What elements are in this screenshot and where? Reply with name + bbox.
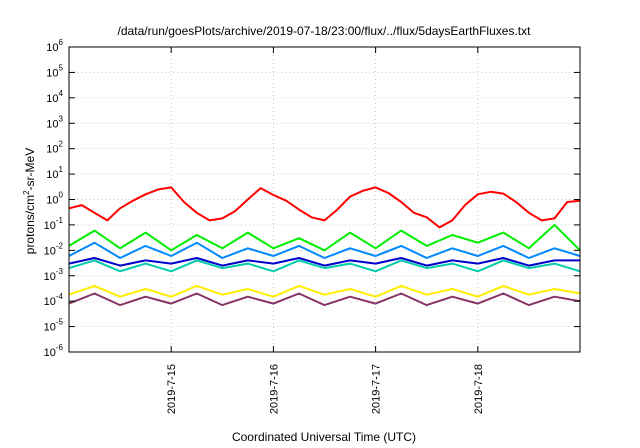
series-line-3 — [68, 259, 581, 273]
y-axis-label-rest: -sr-MeV — [23, 148, 37, 191]
y-tick-label: 102 — [46, 140, 63, 156]
y-tick-label: 105 — [46, 63, 63, 79]
y-tick-label: 10-1 — [44, 216, 64, 232]
y-tick-exponent: -2 — [56, 241, 64, 250]
chart-title: /data/run/goesPlots/archive/2019-07-18/2… — [118, 24, 532, 38]
y-tick-label: 106 — [46, 38, 63, 54]
y-axis-label-main: protons/cm — [23, 195, 37, 254]
y-tick-exponent: 1 — [59, 165, 64, 174]
y-tick-label: 10-6 — [44, 343, 64, 359]
x-tick-group: 2019-7-15 2019-7-16 2019-7-17 2019-7-18 — [166, 47, 485, 414]
series-line-7 — [68, 292, 581, 307]
y-tick-base: 10 — [44, 245, 56, 257]
series-group — [68, 186, 581, 307]
y-tick-base: 10 — [44, 347, 56, 359]
y-tick-label: 101 — [46, 165, 63, 181]
y-tick-exponent: 2 — [59, 140, 64, 149]
y-tick-exponent: 3 — [59, 114, 64, 123]
y-tick-base: 10 — [44, 220, 56, 232]
y-tick-base: 10 — [44, 322, 56, 334]
y-tick-label: 10-3 — [44, 267, 64, 283]
y-tick-base: 10 — [46, 169, 58, 181]
y-tick-label: 103 — [46, 114, 63, 130]
y-tick-base: 10 — [46, 118, 58, 130]
y-tick-label: 100 — [46, 191, 63, 207]
series-line-5 — [68, 257, 580, 267]
y-tick-base: 10 — [44, 296, 56, 308]
y-tick-base: 10 — [46, 93, 58, 105]
y-tick-exponent: -1 — [56, 216, 64, 225]
series-line-4 — [68, 241, 581, 259]
y-tick-exponent: 5 — [59, 63, 64, 72]
y-axis-label: protons/cm2-sr-MeV — [22, 148, 37, 254]
y-tick-group: 10-610-510-410-310-210-11001011021031041… — [44, 38, 580, 359]
y-tick-exponent: -3 — [56, 267, 64, 276]
y-tick-label: 104 — [46, 89, 63, 105]
y-tick-label: 10-5 — [44, 318, 64, 334]
y-tick-exponent: -4 — [56, 292, 64, 301]
y-tick-base: 10 — [46, 195, 58, 207]
y-tick-label: 10-4 — [44, 292, 64, 308]
y-tick-base: 10 — [46, 67, 58, 79]
series-line-6 — [68, 284, 581, 298]
y-tick-exponent: 4 — [59, 89, 64, 98]
y-tick-exponent: 6 — [59, 38, 64, 47]
x-tick-label: 2019-7-16 — [268, 364, 280, 414]
x-tick-label: 2019-7-17 — [371, 364, 383, 414]
series-line-1 — [68, 186, 581, 229]
y-tick-base: 10 — [46, 144, 58, 156]
y-tick-base: 10 — [46, 42, 58, 54]
x-tick-label: 2019-7-15 — [166, 364, 178, 414]
y-axis-label-sup: 2 — [22, 190, 31, 195]
grid — [69, 47, 580, 352]
y-tick-label: 10-2 — [44, 241, 64, 257]
y-tick-base: 10 — [44, 271, 56, 283]
y-tick-exponent: -5 — [56, 318, 64, 327]
x-axis-label: Coordinated Universal Time (UTC) — [232, 430, 416, 444]
y-tick-exponent: 0 — [59, 191, 64, 200]
x-tick-label: 2019-7-18 — [473, 364, 485, 414]
y-tick-exponent: -6 — [56, 343, 64, 352]
series-line-2 — [68, 223, 581, 252]
